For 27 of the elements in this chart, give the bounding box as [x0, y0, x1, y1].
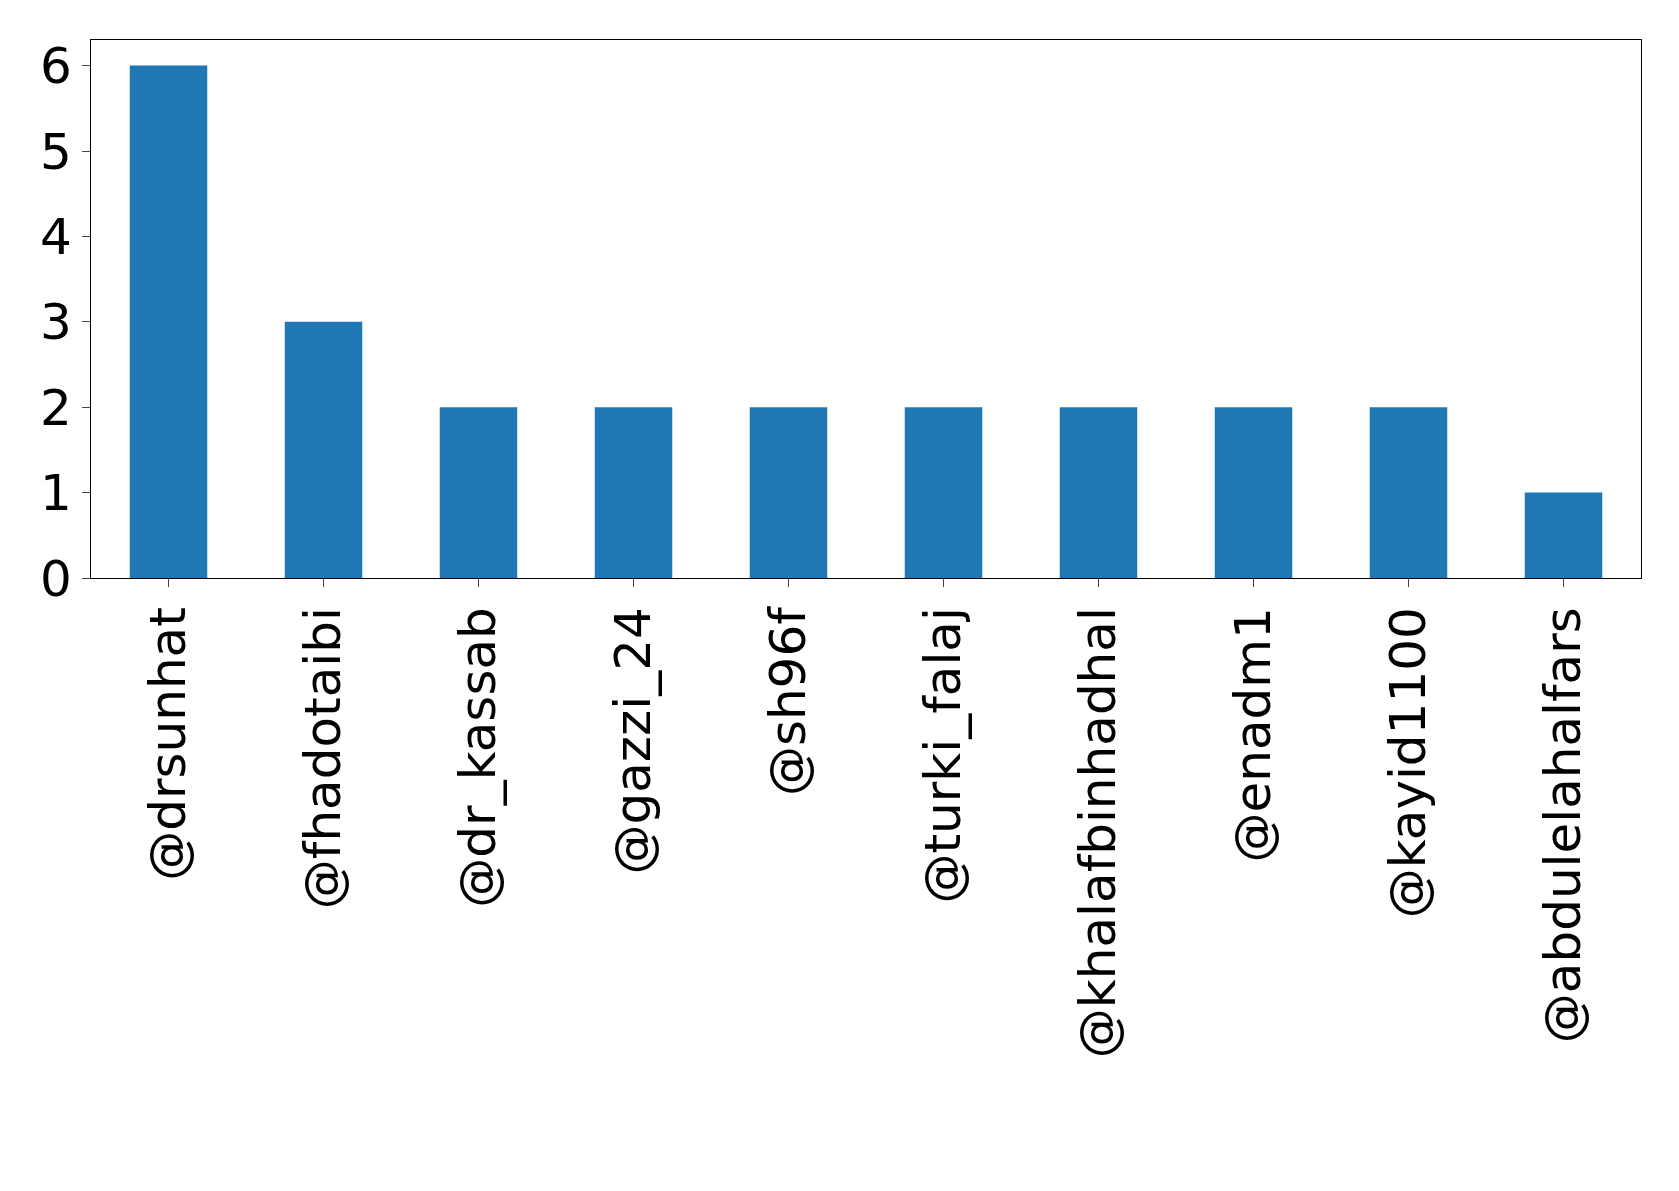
x-tick-label: @khalafbinhadhal: [1068, 607, 1127, 1059]
y-tick-label: 5: [40, 122, 72, 181]
x-tick-label: @drsunhat: [138, 607, 197, 881]
y-tick-label: 4: [40, 207, 72, 266]
y-tick-label: 0: [40, 549, 72, 608]
y-tick-label: 3: [40, 293, 72, 352]
bar: [1524, 492, 1603, 578]
bar: [129, 65, 208, 578]
bar: [1369, 407, 1448, 578]
x-tick-label: @kayid1100: [1378, 607, 1437, 919]
y-tick-label: 2: [40, 378, 72, 437]
x-tick-label: @abdulelahalfars: [1533, 607, 1592, 1044]
bar: [749, 407, 828, 578]
x-tick-label: @turki_falaj: [913, 607, 972, 904]
y-tick-label: 6: [40, 37, 72, 96]
bar: [904, 407, 983, 578]
x-tick-label: @gazzi_24: [603, 607, 662, 875]
x-tick-label: @dr_kassab: [448, 607, 507, 908]
x-tick-label: @enadm1: [1223, 607, 1282, 863]
y-tick-label: 1: [40, 464, 72, 523]
x-tick-label: @fhadotaibi: [293, 607, 352, 910]
x-tick-label: @sh96f: [758, 605, 817, 797]
bar: [594, 407, 673, 578]
bar: [284, 321, 363, 578]
bar: [1214, 407, 1293, 578]
bar: [1059, 407, 1138, 578]
bar: [439, 407, 518, 578]
